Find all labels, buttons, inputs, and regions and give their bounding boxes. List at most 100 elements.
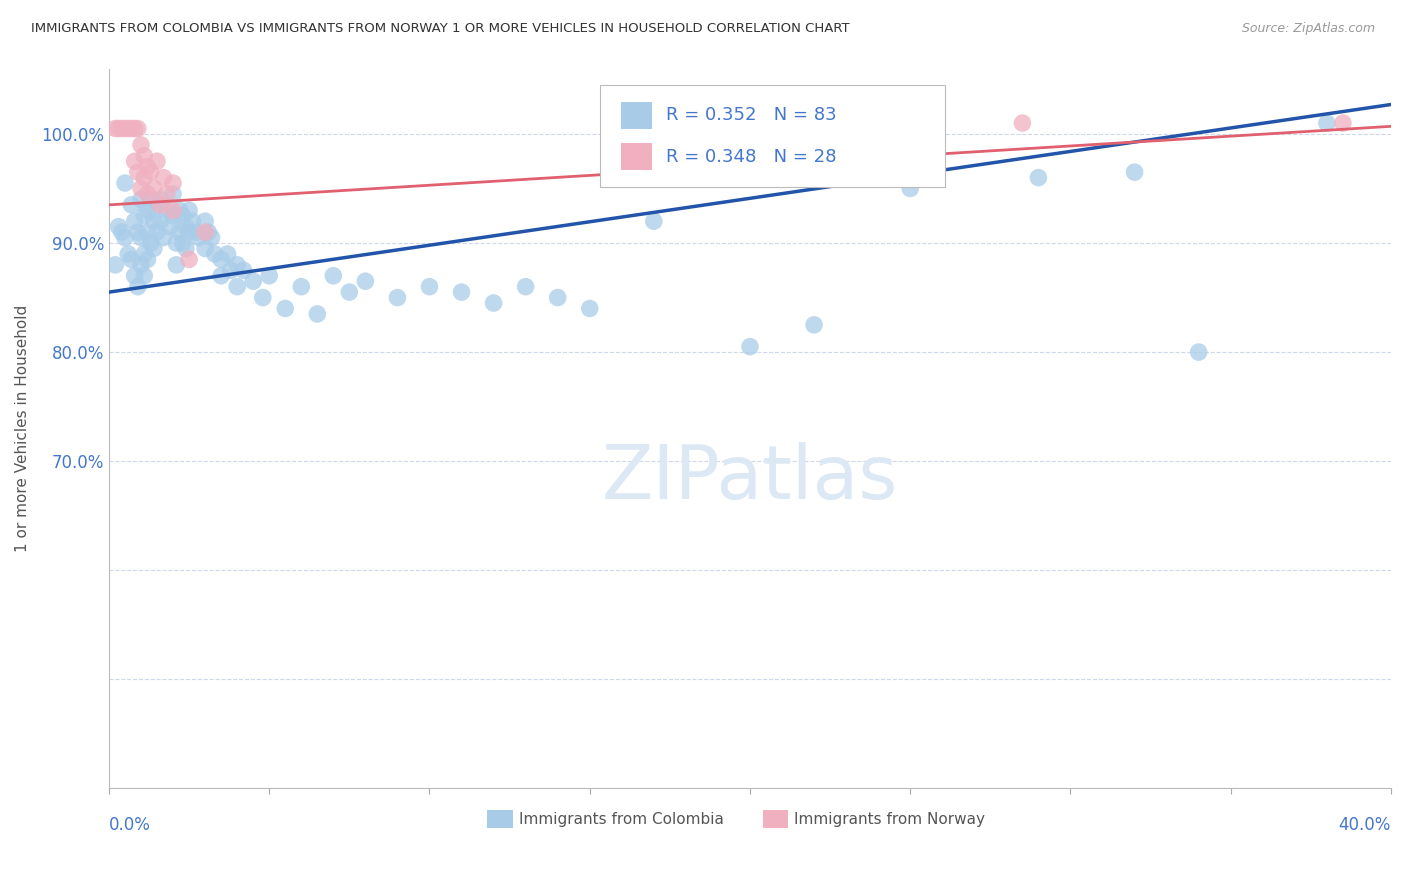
Point — [136, 252, 159, 267]
Point — [149, 198, 172, 212]
Point — [159, 219, 181, 234]
Point — [134, 209, 156, 223]
Point — [124, 268, 146, 283]
Point — [136, 225, 159, 239]
Point — [129, 181, 152, 195]
Point — [127, 279, 149, 293]
Point — [127, 225, 149, 239]
Text: R = 0.352   N = 83: R = 0.352 N = 83 — [666, 106, 837, 124]
Point — [169, 225, 191, 239]
Point — [387, 291, 409, 305]
Point — [111, 121, 134, 136]
Point — [450, 285, 472, 299]
Point — [111, 225, 134, 239]
Point — [129, 258, 152, 272]
Bar — [763, 810, 789, 828]
Point — [117, 247, 139, 261]
Point — [134, 247, 156, 261]
Point — [114, 230, 136, 244]
Point — [252, 291, 274, 305]
Point — [322, 268, 344, 283]
Point — [232, 263, 254, 277]
Point — [139, 165, 162, 179]
Point — [226, 279, 249, 293]
Text: ZIPatlas: ZIPatlas — [602, 442, 898, 516]
Point — [162, 203, 184, 218]
Point — [149, 214, 172, 228]
Point — [129, 193, 152, 207]
Point — [290, 279, 312, 293]
Point — [120, 252, 142, 267]
Point — [209, 252, 232, 267]
Text: Immigrants from Colombia: Immigrants from Colombia — [519, 812, 724, 827]
Point — [134, 149, 156, 163]
Point — [177, 225, 200, 239]
Point — [134, 170, 156, 185]
Point — [257, 268, 280, 283]
Point — [803, 318, 825, 332]
Point — [898, 181, 921, 195]
Point — [139, 193, 162, 207]
Text: R = 0.348   N = 28: R = 0.348 N = 28 — [666, 148, 837, 166]
Point — [152, 170, 174, 185]
Point — [162, 209, 184, 223]
Point — [738, 340, 761, 354]
Point — [1316, 116, 1339, 130]
Bar — [486, 810, 513, 828]
Point — [124, 154, 146, 169]
Text: 40.0%: 40.0% — [1339, 815, 1391, 834]
Point — [1188, 345, 1211, 359]
Point — [204, 247, 226, 261]
Point — [307, 307, 329, 321]
Point — [219, 263, 242, 277]
Point — [124, 121, 146, 136]
Point — [578, 301, 600, 316]
Point — [1331, 116, 1354, 130]
Point — [120, 121, 142, 136]
Point — [104, 258, 127, 272]
Point — [146, 154, 169, 169]
Point — [194, 214, 217, 228]
Point — [136, 203, 159, 218]
Point — [169, 203, 191, 218]
Point — [177, 252, 200, 267]
Point — [1028, 170, 1050, 185]
Text: Immigrants from Norway: Immigrants from Norway — [793, 812, 984, 827]
Point — [209, 268, 232, 283]
Point — [146, 225, 169, 239]
Point — [172, 235, 194, 250]
Point — [129, 230, 152, 244]
Point — [124, 214, 146, 228]
Point — [114, 121, 136, 136]
Point — [142, 242, 165, 256]
Point — [165, 258, 187, 272]
Point — [515, 279, 537, 293]
Point — [114, 176, 136, 190]
Text: IMMIGRANTS FROM COLOMBIA VS IMMIGRANTS FROM NORWAY 1 OR MORE VEHICLES IN HOUSEHO: IMMIGRANTS FROM COLOMBIA VS IMMIGRANTS F… — [31, 22, 849, 36]
Point — [1011, 116, 1033, 130]
Point — [197, 225, 219, 239]
Point — [139, 235, 162, 250]
Point — [547, 291, 569, 305]
Point — [1123, 165, 1146, 179]
Point — [156, 203, 179, 218]
Point — [104, 121, 127, 136]
Point — [117, 121, 139, 136]
Point — [418, 279, 440, 293]
Point — [354, 274, 377, 288]
Point — [107, 121, 129, 136]
Point — [177, 203, 200, 218]
Point — [274, 301, 297, 316]
Point — [142, 181, 165, 195]
Point — [162, 176, 184, 190]
Point — [217, 247, 239, 261]
Point — [134, 268, 156, 283]
Point — [136, 186, 159, 201]
Point — [226, 258, 249, 272]
Point — [181, 214, 204, 228]
Point — [136, 160, 159, 174]
Point — [643, 214, 665, 228]
Point — [184, 225, 207, 239]
Point — [146, 198, 169, 212]
Point — [149, 193, 172, 207]
